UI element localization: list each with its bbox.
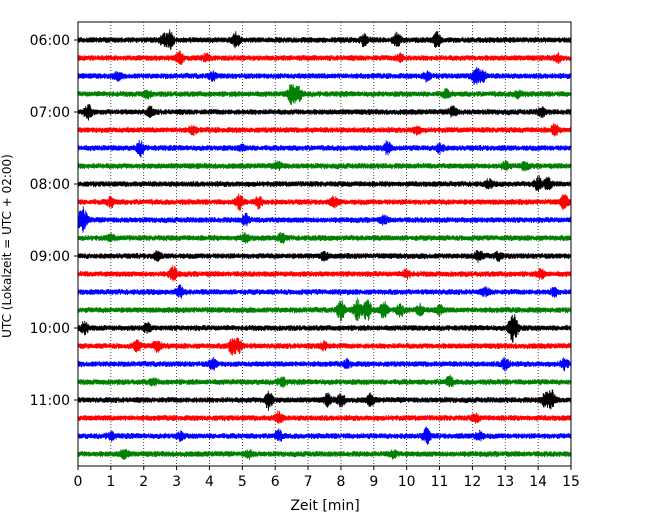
y-tick-label: 10:00 [30, 321, 70, 337]
x-tick-label: 13 [496, 474, 514, 490]
trace-row [77, 426, 572, 445]
trace-row [77, 29, 572, 50]
x-tick-label: 2 [139, 474, 148, 490]
x-tick-label: 11 [431, 474, 449, 490]
trace-row [77, 67, 572, 86]
plot-frame [77, 21, 572, 467]
x-tick-label: 7 [304, 474, 313, 490]
y-axis: 06:00 07:00 08:00 09:00 10:00 11:00 [30, 33, 78, 409]
trace-row [77, 160, 572, 172]
trace-row [77, 104, 572, 121]
x-tick-label: 15 [562, 474, 580, 490]
trace-row [77, 193, 572, 211]
x-tick-label: 14 [529, 474, 547, 490]
y-tick-label: 11:00 [30, 393, 70, 409]
x-tick-label: 5 [238, 474, 247, 490]
x-tick-label: 4 [205, 474, 214, 490]
y-tick-label: 07:00 [30, 105, 70, 121]
x-tick-label: 9 [369, 474, 378, 490]
trace-row [77, 140, 572, 158]
trace-row [77, 284, 572, 299]
trace-row [77, 297, 572, 322]
x-tick-label: 12 [463, 474, 481, 490]
x-tick-label: 1 [106, 474, 115, 490]
trace-row [77, 389, 572, 411]
trace-row [77, 448, 572, 460]
trace-row [77, 84, 572, 105]
x-tick-label: 8 [336, 474, 345, 490]
trace-row [77, 206, 572, 233]
grid-lines [110, 22, 539, 466]
x-tick-label: 6 [271, 474, 280, 490]
trace-row [77, 374, 572, 389]
trace-row [77, 356, 572, 372]
x-tick-label: 3 [172, 474, 181, 490]
trace-row [77, 314, 572, 343]
trace-row [77, 250, 572, 263]
x-tick-label: 0 [74, 474, 83, 490]
trace-row [77, 337, 572, 356]
x-tick-label: 10 [398, 474, 416, 490]
trace-row [77, 50, 572, 65]
y-tick-label: 08:00 [30, 177, 70, 193]
trace-row [77, 265, 572, 282]
seismic-traces [77, 29, 572, 460]
trace-row [77, 410, 572, 425]
x-axis-label: Zeit [min] [290, 498, 359, 514]
y-tick-label: 09:00 [30, 249, 70, 265]
trace-row [77, 231, 572, 244]
x-axis: 0 1 2 3 4 5 6 7 8 9 10 11 12 13 14 15 [74, 466, 580, 490]
trace-row [77, 175, 572, 192]
trace-row [77, 123, 572, 137]
y-tick-label: 06:00 [30, 33, 70, 49]
y-axis-label: UTC (Lokalzeit = UTC + 02:00) [0, 154, 14, 338]
